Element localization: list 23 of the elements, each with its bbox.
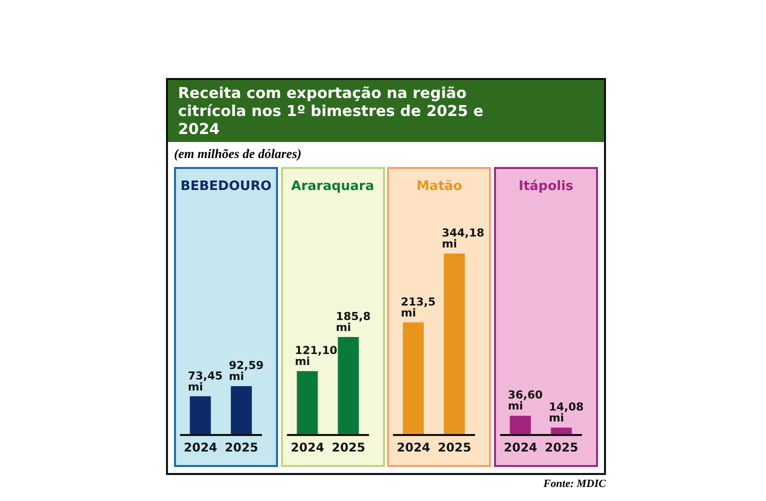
data-label: 36,60 mi: [508, 388, 543, 413]
chart-title: BEBEDOURO: [179, 179, 273, 194]
data-label: 185,8 mi: [335, 310, 370, 334]
chart-title: Araraquara: [290, 179, 376, 194]
x-tick-label: 2024: [397, 440, 431, 455]
x-tick-label: 2025: [224, 440, 258, 455]
x-tick-label: 2025: [544, 440, 578, 455]
data-label: 213,5 mi: [401, 295, 436, 320]
data-label: 14,08 mi: [548, 400, 584, 425]
text: (em milhões de dólares): [174, 146, 302, 162]
text: Receita com exportação na região citrícola nos 1º bimestres de 2025 e 2024: [166, 78, 606, 142]
x-tick-label: 2024: [290, 440, 324, 455]
data-label: 92,59 mi: [228, 359, 264, 384]
data-label: 121,10 mi: [294, 344, 338, 368]
chart-title: Matão: [415, 179, 464, 194]
data-label: 344,18 mi: [442, 226, 485, 251]
x-tick-label: 2024: [184, 440, 218, 455]
chart-title: Itápolis: [518, 179, 574, 194]
x-tick-label: 2025: [438, 440, 472, 455]
source-note: Fonte: MDIC: [542, 478, 606, 490]
x-tick-label: 2024: [504, 440, 538, 455]
x-tick-label: 2025: [331, 440, 365, 455]
data-label: 73,45 mi: [188, 369, 223, 394]
